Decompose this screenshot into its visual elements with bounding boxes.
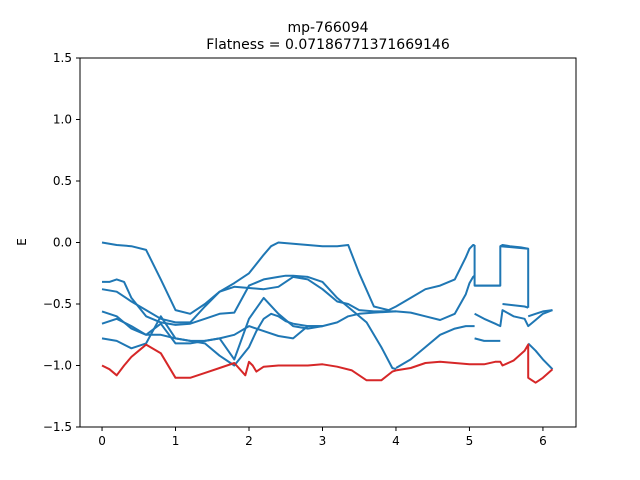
- y-tick-label: 1.0: [53, 113, 72, 127]
- band-line-11: [474, 337, 501, 342]
- flat-band-line-15: [101, 343, 554, 384]
- band-line-7: [395, 325, 475, 369]
- band-line-3: [101, 274, 476, 324]
- band-line-14: [473, 245, 530, 308]
- x-tick-label: 0: [98, 434, 106, 448]
- x-tick-label: 6: [539, 434, 547, 448]
- y-tick-label: 0.0: [53, 236, 72, 250]
- band-line-0: [101, 241, 475, 315]
- y-axis-ticks: −1.5 −1.0 −0.5 0.0 0.5 1.0 1.5: [43, 51, 80, 434]
- band-line-12: [527, 309, 553, 318]
- band-line-2: [102, 274, 397, 371]
- y-tick-label: −0.5: [43, 297, 72, 311]
- band-line-6: [101, 312, 323, 367]
- y-tick-label: −1.5: [43, 420, 72, 434]
- band-line-13: [527, 342, 554, 370]
- band-line-8: [474, 309, 553, 328]
- x-tick-label: 3: [319, 434, 327, 448]
- band-line-5: [101, 296, 323, 361]
- axes-frame: [79, 57, 577, 428]
- x-tick-label: 2: [245, 434, 253, 448]
- chart-title-line1: mp-766094: [287, 20, 368, 36]
- y-tick-label: 0.5: [53, 174, 72, 188]
- y-tick-label: 1.5: [53, 51, 72, 65]
- band-line-10: [502, 303, 529, 309]
- y-tick-label: −1.0: [43, 359, 72, 373]
- x-tick-label: 4: [392, 434, 400, 448]
- x-tick-label: 5: [466, 434, 474, 448]
- chart-title-line2: Flatness = 0.07186771371669146: [206, 37, 450, 53]
- plot-lines: [101, 241, 554, 384]
- x-tick-label: 1: [172, 434, 180, 448]
- y-axis-label: E: [15, 238, 29, 246]
- x-axis-ticks: 0 1 2 3 4 5 6: [98, 427, 547, 448]
